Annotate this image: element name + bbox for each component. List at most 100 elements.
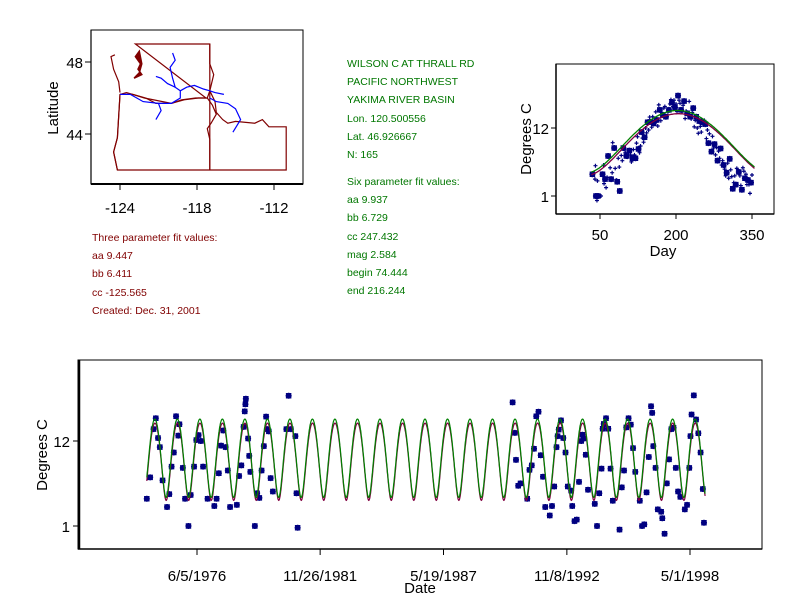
seasonal-data-point bbox=[599, 194, 604, 198]
seasonal-data-point bbox=[713, 152, 718, 157]
time-series-data-point bbox=[294, 524, 301, 531]
time-series-data-point bbox=[594, 523, 601, 529]
time-series-data-point bbox=[598, 465, 605, 472]
time-series-data-point bbox=[512, 456, 519, 463]
station-name: WILSON C AT THRALL RD bbox=[347, 58, 475, 70]
seasonal-data-point bbox=[623, 152, 630, 159]
six-param-bb: bb 6.729 bbox=[347, 212, 388, 225]
location-map: -124 -118 -112 48 44 Latitude bbox=[45, 29, 304, 217]
six-param-mag: mag 2.584 bbox=[347, 248, 397, 261]
time-series-data-point bbox=[251, 523, 258, 529]
time-series-x-ticks: 6/5/1976 11/26/1981 5/19/1987 11/8/1992 5/1/… bbox=[168, 549, 719, 585]
time-series-data-point bbox=[233, 501, 240, 508]
seasonal-data-point bbox=[638, 144, 643, 149]
time-series-data-point bbox=[185, 523, 192, 529]
seasonal-x-tick-label: 350 bbox=[739, 227, 764, 244]
time-series-y-tick-label: 1 bbox=[62, 519, 70, 536]
seasonal-data-point bbox=[729, 174, 734, 179]
six-param-end: end 216.244 bbox=[347, 285, 406, 298]
time-series-data-point bbox=[690, 392, 697, 399]
station-basin: YAKIMA RIVER BASIN bbox=[347, 94, 455, 107]
seasonal-data-point bbox=[620, 158, 625, 163]
time-series-data-point bbox=[168, 463, 175, 470]
seasonal-data-point bbox=[689, 116, 694, 121]
seasonal-data-point bbox=[743, 172, 748, 177]
seasonal-data-point bbox=[737, 173, 742, 178]
seasonal-data-point bbox=[705, 128, 710, 133]
river-line bbox=[120, 52, 181, 105]
map-y-ticks: 48 44 bbox=[66, 55, 91, 144]
seasonal-data-point bbox=[726, 176, 731, 181]
seasonal-x-axis-title: Day bbox=[650, 243, 677, 260]
seasonal-data-point bbox=[634, 141, 639, 146]
three-param-aa: aa 9.447 bbox=[92, 250, 133, 263]
puget-sound-coastline bbox=[133, 49, 143, 79]
seasonal-data-point bbox=[614, 178, 621, 185]
time-series-data-point bbox=[580, 435, 587, 442]
seasonal-data-point bbox=[592, 177, 597, 182]
time-series-data-point bbox=[546, 512, 553, 519]
six-param-begin: begin 74.444 bbox=[347, 266, 408, 279]
seasonal-x-tick-label: 50 bbox=[592, 227, 609, 244]
seasonal-data-point bbox=[674, 101, 678, 106]
seasonal-x-ticks: 50 200 350 bbox=[592, 214, 765, 244]
time-series-data-point bbox=[535, 408, 542, 415]
seasonal-data-point bbox=[631, 147, 636, 152]
seasonal-data-point bbox=[625, 155, 630, 160]
time-series-data-point bbox=[242, 401, 249, 408]
river-line bbox=[180, 84, 210, 92]
time-series-data-point bbox=[182, 495, 189, 502]
time-series-data-point bbox=[213, 495, 220, 502]
seasonal-data-point bbox=[717, 156, 722, 161]
created-date: Created: Dec. 31, 2001 bbox=[92, 304, 201, 317]
time-series-data-point bbox=[549, 502, 556, 509]
seasonal-y-axis-title: Degrees C bbox=[518, 103, 535, 175]
time-series-data-point bbox=[621, 467, 628, 474]
seasonal-data-point bbox=[610, 140, 615, 145]
seasonal-data-point bbox=[617, 165, 622, 170]
seasonal-data-point bbox=[641, 134, 648, 141]
time-series-data-point bbox=[267, 475, 274, 482]
station-latitude: Lat. 46.926667 bbox=[347, 130, 418, 143]
time-series-data-point bbox=[573, 516, 580, 523]
river-line bbox=[209, 90, 225, 95]
time-series-data-point bbox=[645, 454, 652, 461]
seasonal-data-point bbox=[675, 92, 682, 99]
seasonal-data-point bbox=[644, 130, 649, 135]
time-series-x-tick-label: 5/1/1998 bbox=[661, 568, 719, 585]
seasonal-data-point bbox=[635, 146, 642, 153]
seasonal-data-point bbox=[671, 104, 678, 111]
six-param-info: Six parameter fit values: aa 9.937 bb 6.… bbox=[347, 173, 460, 300]
time-series-data-point bbox=[211, 502, 218, 509]
time-series-data-point bbox=[641, 521, 648, 528]
seasonal-data-point bbox=[735, 168, 742, 175]
time-series-data-point bbox=[609, 497, 616, 504]
seasonal-chart: 50 200 350 1 12 Day Degrees C bbox=[518, 63, 775, 260]
seasonal-data-point bbox=[704, 136, 709, 141]
time-series-data-point bbox=[700, 519, 707, 526]
seasonal-data-point bbox=[632, 155, 639, 162]
seasonal-y-tick-label: 12 bbox=[532, 121, 549, 138]
seasonal-data-point bbox=[725, 161, 730, 166]
seasonal-data-point bbox=[696, 131, 701, 136]
time-series-data-point bbox=[293, 490, 300, 497]
seasonal-y-ticks: 1 12 bbox=[532, 121, 556, 206]
seasonal-six-param-fit-line bbox=[591, 109, 755, 173]
time-series-data-point bbox=[677, 493, 684, 500]
seasonal-data-point bbox=[723, 169, 730, 176]
seasonal-data-point bbox=[616, 156, 621, 161]
seasonal-data-point bbox=[622, 147, 627, 152]
time-series-data-point bbox=[200, 463, 207, 470]
seasonal-data-point bbox=[690, 105, 697, 112]
seasonal-data-point bbox=[698, 124, 703, 129]
time-series-data-point bbox=[173, 413, 180, 420]
seasonal-y-tick-label: 1 bbox=[541, 189, 549, 206]
time-series-y-ticks: 1 12 bbox=[53, 434, 79, 536]
time-series-data-point bbox=[672, 464, 679, 471]
time-series-six-param-fit-line bbox=[146, 418, 706, 498]
seasonal-data-point bbox=[637, 150, 642, 155]
seasonal-data-point bbox=[677, 98, 682, 103]
seasonal-data-point bbox=[720, 162, 727, 169]
time-series-data-point bbox=[269, 488, 276, 495]
map-x-ticks: -124 -118 -112 bbox=[105, 184, 288, 217]
